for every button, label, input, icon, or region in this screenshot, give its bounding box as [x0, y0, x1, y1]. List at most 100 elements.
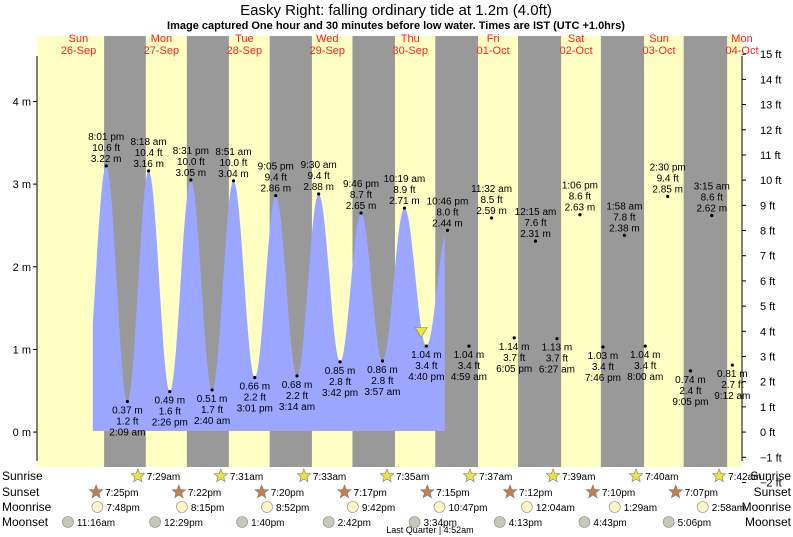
tide-point — [730, 363, 734, 367]
moon-phase-label: Last Quarter | 4:52am — [386, 525, 473, 535]
sunrise-icon — [213, 468, 229, 483]
tide-time-label: 7:46 pm — [585, 373, 621, 384]
tide-ft-label: 8.9 ft — [393, 185, 415, 196]
tide-m-label: 1.03 m — [588, 351, 619, 362]
right-tick-label: 0 ft — [760, 427, 775, 439]
sunrise-time: 7:42am — [728, 472, 761, 483]
sunrise-icon — [462, 468, 478, 483]
tide-ft-label: 10.0 ft — [177, 157, 205, 168]
sunrise-time: 7:39am — [562, 472, 595, 483]
moonset-icon — [236, 516, 248, 528]
day-name: Tue — [235, 33, 254, 45]
sunset-icon — [171, 484, 187, 499]
tide-m-label: 0.51 m — [197, 394, 228, 405]
row-label-right: Moonset — [745, 515, 792, 529]
tide-ft-label: 1.2 ft — [116, 416, 138, 427]
moonrise-time: 10:47pm — [449, 503, 488, 514]
sunrise-time: 7:31am — [230, 472, 263, 483]
tide-time-label: 4:59 am — [451, 372, 487, 383]
right-tick-label: 14 ft — [760, 74, 781, 86]
moonrise-time: 8:15pm — [191, 503, 224, 514]
day-date: 28-Sep — [227, 45, 262, 57]
moonset-time: 12:29pm — [164, 518, 203, 529]
left-tick-label: 3 m — [13, 179, 31, 191]
moonset-time: 4:13pm — [509, 518, 542, 529]
tide-m-label: 3.04 m — [218, 169, 249, 180]
row-label-right: Moonrise — [742, 500, 792, 514]
axes: 4 m 3 m 2 m 1 m 0 m 15 ft 14 ft 13 ft 12 ft 11 ft… — [13, 49, 782, 489]
sunset-icon — [336, 484, 352, 499]
day-date: 04-Oct — [725, 45, 758, 57]
moonset-time: 11:16am — [77, 518, 115, 529]
tide-m-label: 0.74 m — [675, 375, 706, 386]
right-tick-label: −2 ft — [760, 477, 782, 489]
tide-ft-label: 3.7 ft — [546, 354, 568, 365]
day-date: 27-Sep — [144, 45, 179, 57]
tide-ft-label: 3.4 ft — [415, 361, 437, 372]
tide-point — [210, 388, 214, 392]
tide-m-label: 2.59 m — [476, 206, 507, 217]
moonrise-icon — [433, 501, 446, 513]
tide-point — [168, 389, 172, 394]
tide-ft-label: 10.0 ft — [220, 158, 248, 169]
tide-point — [643, 344, 647, 348]
sunset-icon — [419, 484, 435, 499]
tide-ft-label: 9.4 ft — [308, 171, 330, 182]
tide-point — [512, 336, 516, 340]
right-tick-label: −1 ft — [760, 452, 782, 464]
sunrise-icon — [711, 468, 727, 483]
tide-m-label: 2.71 m — [389, 196, 420, 207]
tide-point — [533, 239, 538, 243]
moonrise-icon — [608, 501, 621, 513]
night-band — [518, 36, 562, 467]
tide-point — [253, 375, 257, 380]
right-tick-label: 2 ft — [760, 377, 775, 389]
tide-ft-label: 3.7 ft — [503, 353, 525, 364]
tide-time-label: 8:51 am — [215, 147, 251, 158]
tide-time-label: 3:15 am — [694, 182, 730, 193]
right-tick-label: 7 ft — [760, 251, 775, 263]
right-tick-label: 10 ft — [760, 175, 781, 187]
tide-ft-label: 2.7 ft — [721, 380, 743, 391]
tide-ft-label: 2.8 ft — [329, 377, 351, 388]
sunrise-icon — [379, 468, 395, 483]
tide-ft-label: 8.0 ft — [436, 207, 458, 218]
tide-m-label: 2.65 m — [346, 201, 377, 212]
tide-ft-label: 7.8 ft — [613, 212, 635, 223]
night-band — [600, 36, 645, 467]
tide-m-label: 1.04 m — [454, 350, 485, 361]
moonrise-icon — [696, 501, 709, 513]
tide-m-label: 1.04 m — [411, 350, 442, 361]
tide-m-label: 2.31 m — [520, 229, 551, 240]
day-date: 26-Sep — [61, 45, 96, 57]
right-tick-label: 11 ft — [760, 150, 781, 162]
tide-time-label: 1:06 pm — [562, 181, 598, 192]
right-tick-label: 6 ft — [760, 276, 775, 288]
sunset-time: 7:07pm — [685, 488, 718, 499]
left-tick-label: 4 m — [13, 96, 31, 108]
moonset-icon — [322, 516, 335, 528]
tide-m-label: 0.68 m — [282, 380, 313, 391]
tide-point — [578, 213, 582, 217]
day-name: Sat — [568, 33, 585, 45]
tide-m-label: 2.63 m — [565, 203, 596, 214]
sunset-icon — [668, 484, 684, 499]
tide-point — [274, 194, 278, 198]
moonrise-time: 8:52pm — [276, 503, 309, 514]
tide-point — [359, 211, 363, 215]
right-tick-label: 15 ft — [760, 49, 781, 61]
row-label-left: Moonset — [2, 515, 49, 529]
tide-m-label: 3.05 m — [176, 168, 207, 179]
tide-time-label: 3:01 pm — [237, 404, 273, 415]
tide-point — [231, 179, 236, 183]
sunrise-icon — [130, 468, 146, 483]
tide-ft-label: 7.6 ft — [524, 218, 546, 229]
row-label-right: Sunrise — [750, 469, 791, 483]
sunrise-time: 7:35am — [396, 472, 429, 483]
tide-point — [380, 359, 385, 363]
moonset-icon — [578, 516, 591, 528]
moonrise-time: 2:58am — [712, 503, 745, 514]
tide-point — [424, 344, 428, 348]
row-label-left: Sunset — [2, 485, 40, 499]
